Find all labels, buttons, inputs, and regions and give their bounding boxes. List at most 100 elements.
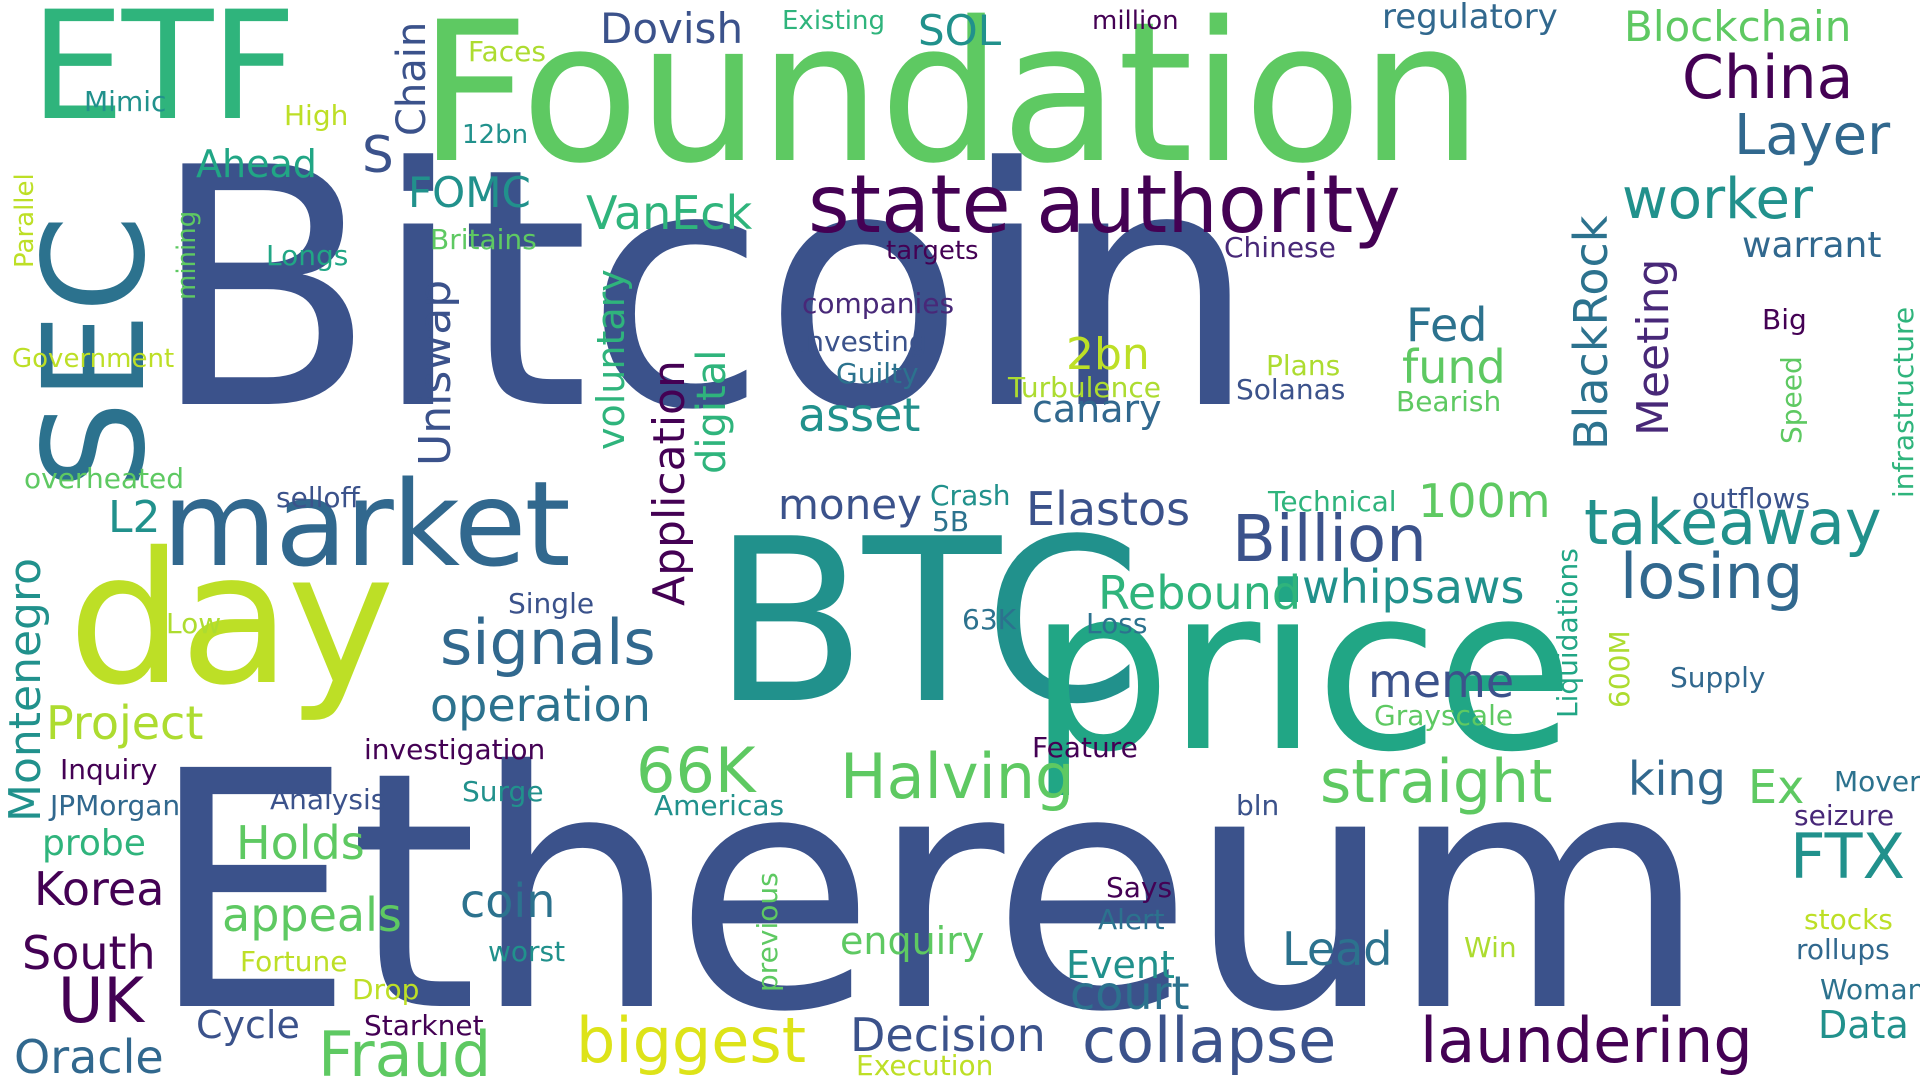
word-overheated: overheated <box>24 462 185 495</box>
word-lead: Lead <box>1282 922 1393 976</box>
word-fomc: FOMC <box>408 168 531 217</box>
word-britains: Britains <box>430 223 537 256</box>
word-big: Big <box>1762 303 1807 336</box>
word-event: Event <box>1066 943 1175 987</box>
word-elastos: Elastos <box>1026 482 1191 536</box>
word-project: Project <box>46 696 204 750</box>
word-vaneck: VanEck <box>586 186 753 240</box>
word-l2: L2 <box>108 492 161 543</box>
word-uniswap: Uniswap <box>410 279 461 466</box>
word-speed: Speed <box>1775 356 1808 444</box>
word-selloff: selloff <box>276 481 360 514</box>
word-signals: signals <box>440 606 656 679</box>
word-korea: Korea <box>34 862 165 916</box>
word-ftx: FTX <box>1790 820 1905 893</box>
word-inquiry: Inquiry <box>60 753 158 786</box>
word-supply: Supply <box>1670 661 1766 694</box>
word-fed: Fed <box>1406 298 1488 352</box>
word-probe: probe <box>42 823 146 864</box>
word-worst: worst <box>488 935 566 968</box>
word-bln: bln <box>1236 789 1280 822</box>
word-surge: Surge <box>462 775 544 808</box>
word-2bn: 2bn <box>1066 329 1150 380</box>
word-asset: asset <box>798 388 921 442</box>
word-drop: Drop <box>352 973 420 1006</box>
word-5b: 5B <box>932 505 970 538</box>
word-warrant: warrant <box>1742 225 1882 266</box>
word-s: S <box>362 126 394 184</box>
word-100m: 100m <box>1418 474 1551 528</box>
word-chain: Chain <box>389 21 435 136</box>
word-mining: mining <box>172 210 202 300</box>
word-bearish: Bearish <box>1396 385 1502 418</box>
word-operation: operation <box>430 678 651 732</box>
word-foundation: Foundation <box>418 0 1483 206</box>
word-million: million <box>1092 6 1179 36</box>
word-ahead: Ahead <box>196 142 317 186</box>
word-voluntary: voluntary <box>589 269 633 450</box>
word-parallel: Parallel <box>10 173 40 268</box>
word-takeaway: takeaway <box>1584 486 1882 559</box>
word-jpmorgan: JPMorgan <box>50 789 181 822</box>
word-ethereum: Ethereum <box>148 703 1708 1080</box>
word-enquiry: enquiry <box>840 919 985 963</box>
word-billion: Billion <box>1232 503 1427 577</box>
word-halving: Halving <box>840 740 1075 813</box>
word-price: price <box>1028 539 1574 802</box>
word-investigation: investigation <box>364 733 546 766</box>
word-coin: coin <box>460 874 556 928</box>
word-meeting: Meeting <box>1628 258 1679 436</box>
word-feature: Feature <box>1032 731 1138 764</box>
word-woman: Woman <box>1820 973 1920 1006</box>
word-chinese: Chinese <box>1224 231 1336 264</box>
word-worker: worker <box>1622 167 1813 232</box>
word-whipsaws: whipsaws <box>1302 560 1525 614</box>
word-guilty: Guilty <box>836 357 919 390</box>
word-previous: previous <box>751 872 784 992</box>
word-existing: Existing <box>782 6 885 36</box>
word-digital: digital <box>689 349 735 474</box>
word-mimic: Mimic <box>84 85 167 118</box>
word-sol: SOL <box>918 6 1002 55</box>
word-fund: fund <box>1402 340 1506 394</box>
word-btc: BTC <box>712 491 1142 754</box>
word-holds: Holds <box>236 816 365 870</box>
word-layer: Layer <box>1734 103 1891 168</box>
word-canary: canary <box>1032 387 1162 431</box>
word-state-authority: state authority <box>808 158 1401 251</box>
word-loss: Loss <box>1086 607 1148 640</box>
word-execution: Execution <box>856 1049 994 1080</box>
word-says: Says <box>1106 871 1173 904</box>
word-losing: losing <box>1620 540 1804 613</box>
word-faces: Faces <box>468 35 546 68</box>
word-king: king <box>1628 752 1726 806</box>
word-biggest: biggest <box>576 1004 807 1077</box>
word-south: South <box>22 926 156 980</box>
word-companies: companies <box>802 287 955 320</box>
word-montenegro: Montenegro <box>0 557 51 822</box>
word-straight: straight <box>1320 747 1553 817</box>
word-regulatory: regulatory <box>1382 0 1558 37</box>
word-starknet: Starknet <box>364 1009 484 1042</box>
word-application: Application <box>644 360 695 606</box>
word-mover: Mover <box>1834 765 1920 798</box>
word-investing: Investing <box>798 325 927 358</box>
word-turbulence: Turbulence <box>1008 371 1162 404</box>
word-blockchain: Blockchain <box>1624 2 1852 51</box>
word-money: money <box>778 480 922 529</box>
word-china: China <box>1682 43 1854 113</box>
word-etf: ETF <box>30 0 297 154</box>
word-win: Win <box>1464 931 1517 964</box>
word-data: Data <box>1818 1003 1909 1047</box>
word-collapse: collapse <box>1082 1004 1337 1077</box>
word-decision: Decision <box>850 1008 1046 1062</box>
word-blackrock: BlackRock <box>1564 215 1618 450</box>
word-ex: Ex <box>1748 760 1805 814</box>
word-oracle: Oracle <box>14 1030 164 1080</box>
word-seizure: seizure <box>1794 799 1895 832</box>
word-cycle: Cycle <box>196 1003 300 1047</box>
word-market: market <box>162 455 571 593</box>
word-alert: Alert <box>1098 903 1165 936</box>
word-liquidations: Liquidations <box>1551 548 1584 718</box>
word-rollups: rollups <box>1796 933 1890 966</box>
